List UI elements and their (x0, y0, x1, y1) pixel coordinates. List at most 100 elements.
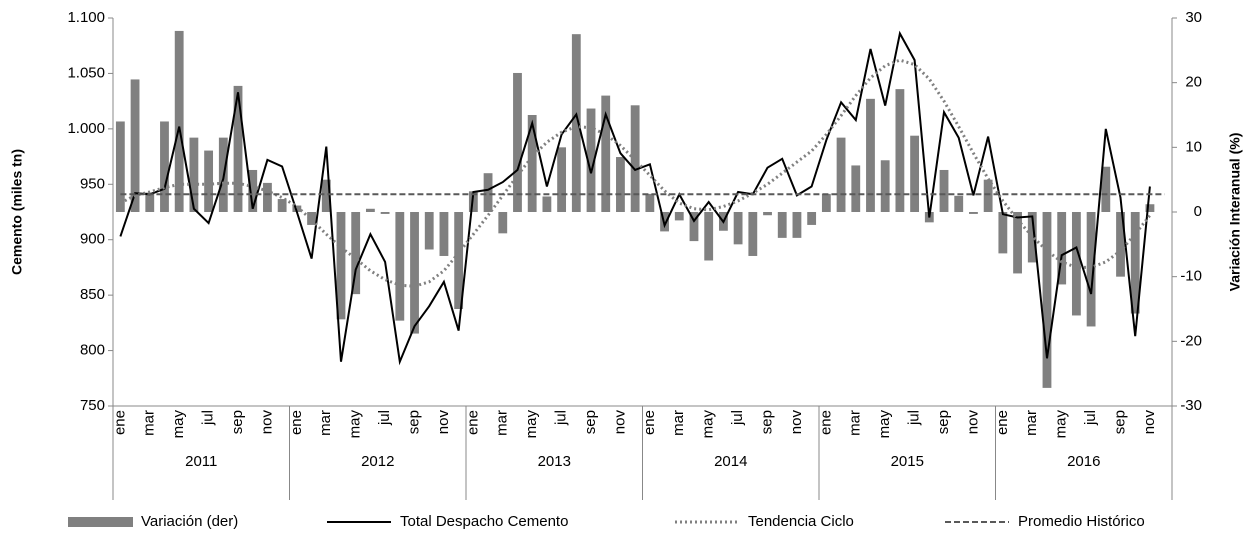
bar (1116, 212, 1125, 277)
x-tick-label: nov (1141, 410, 1158, 435)
bar (395, 212, 405, 321)
bar (1027, 212, 1037, 263)
bar (557, 147, 567, 212)
bar (616, 157, 625, 212)
year-label: 2016 (1067, 453, 1100, 470)
y2-tick-label: -30 (1180, 397, 1202, 414)
bar (777, 212, 787, 238)
x-tick-label: ene (288, 410, 305, 435)
x-tick-label: ene (994, 410, 1011, 435)
x-tick-label: mar (317, 410, 334, 436)
bar (277, 199, 287, 212)
legend-label: Tendencia Ciclo (748, 513, 854, 530)
x-tick-label: sep (229, 410, 246, 434)
x-tick-label: nov (258, 410, 275, 435)
bar (1145, 204, 1155, 212)
bar (263, 182, 272, 212)
bar (821, 193, 831, 212)
x-tick-label: jul (906, 410, 923, 426)
bar (601, 95, 611, 212)
x-tick-label: jul (200, 410, 217, 426)
bar (1071, 212, 1081, 316)
y2-tick-label: -10 (1180, 268, 1202, 285)
bar (763, 212, 772, 216)
x-tick-label: sep (405, 410, 422, 434)
x-tick-label: mar (141, 410, 158, 436)
bar (998, 212, 1008, 254)
bar (145, 192, 155, 212)
bar (321, 179, 331, 212)
legend-label: Promedio Histórico (1018, 513, 1145, 530)
bar (807, 212, 817, 225)
y2-tick-label: 20 (1185, 74, 1202, 91)
bar (527, 115, 537, 212)
bar (351, 212, 361, 295)
bar (204, 150, 214, 212)
year-label: 2014 (714, 453, 747, 470)
x-tick-label: may (170, 410, 187, 439)
bar (365, 208, 375, 212)
bar (1057, 212, 1067, 285)
bar (483, 173, 493, 212)
bar (674, 212, 684, 221)
y2-axis-title: Variación Interanual (%) (1227, 133, 1243, 292)
bar (439, 212, 449, 256)
x-tick-label: ene (641, 410, 658, 435)
bar (1042, 212, 1052, 388)
x-tick-label: mar (670, 410, 687, 436)
x-tick-label: may (1053, 410, 1070, 439)
legend-label: Variación (der) (141, 513, 238, 530)
x-tick-label: nov (964, 410, 981, 435)
x-tick-label: ene (817, 410, 834, 435)
y-tick-label: 1.000 (67, 120, 105, 137)
x-tick-label: ene (111, 410, 128, 435)
x-tick-label: jul (376, 410, 393, 426)
bar (866, 98, 875, 212)
x-tick-label: may (876, 410, 893, 439)
x-tick-label: nov (611, 410, 628, 435)
bar (895, 89, 905, 212)
x-tick-label: nov (435, 410, 452, 435)
bar (410, 212, 419, 334)
x-tick-label: sep (935, 410, 952, 434)
bar (748, 212, 758, 256)
y2-tick-label: 10 (1185, 138, 1202, 155)
bar (571, 34, 581, 212)
x-tick-label: sep (1111, 410, 1128, 434)
bar (1086, 212, 1096, 327)
bar (910, 135, 920, 212)
bar (424, 212, 434, 250)
bar (586, 108, 596, 212)
legend-swatch (68, 517, 133, 527)
bar (233, 85, 243, 212)
bar (160, 121, 169, 212)
y2-tick-label: 0 (1194, 203, 1202, 220)
bar (248, 169, 258, 212)
y-tick-label: 1.050 (67, 64, 105, 81)
bar (498, 212, 508, 234)
bar (513, 72, 522, 212)
x-tick-label: may (347, 410, 364, 439)
y-tick-label: 800 (80, 342, 105, 359)
bar (1101, 166, 1111, 212)
bar (836, 137, 846, 212)
bar (307, 212, 316, 225)
x-tick-label: sep (758, 410, 775, 434)
y-tick-label: 900 (80, 231, 105, 248)
bar (792, 212, 802, 238)
bar (1013, 212, 1022, 274)
x-tick-label: jul (729, 410, 746, 426)
bar (954, 195, 964, 212)
year-label: 2011 (185, 453, 217, 470)
bar (380, 212, 390, 214)
bar (454, 212, 464, 309)
bar (336, 212, 346, 320)
y-tick-label: 750 (80, 397, 105, 414)
x-tick-label: jul (1082, 410, 1099, 426)
legend-label: Total Despacho Cemento (400, 513, 568, 530)
y-axis-title: Cemento (miles tn) (9, 149, 25, 275)
y-tick-label: 850 (80, 286, 105, 303)
x-tick-label: jul (553, 410, 570, 426)
x-tick-label: may (700, 410, 717, 439)
